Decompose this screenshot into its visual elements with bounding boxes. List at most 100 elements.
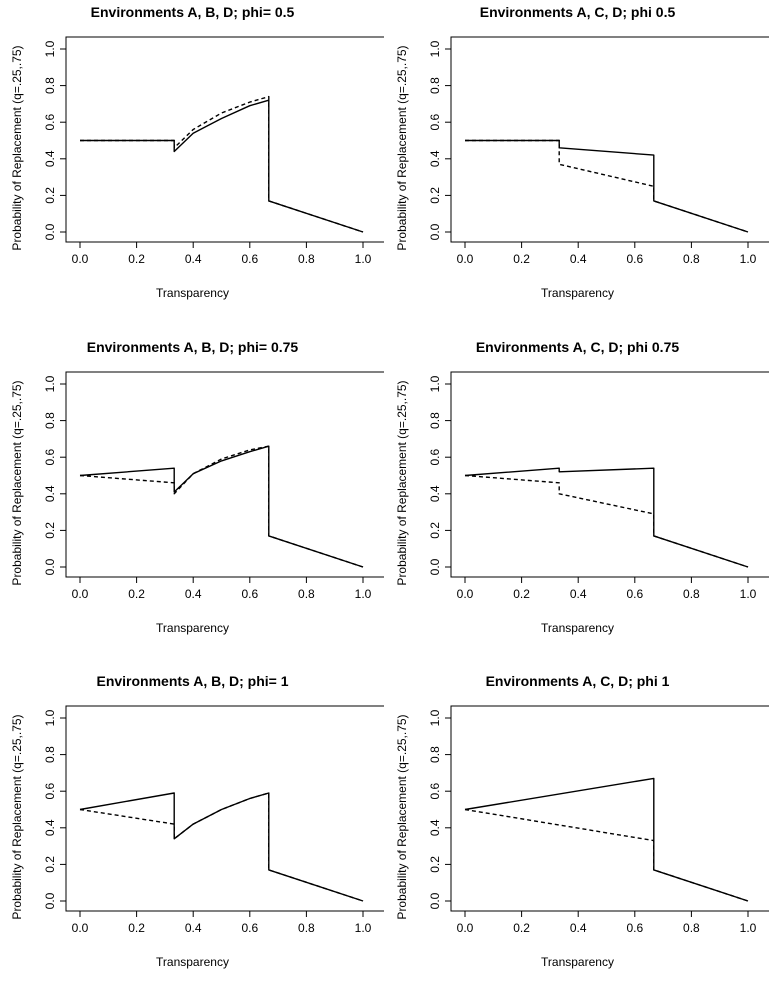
x-tick-label: 0.2: [513, 252, 530, 266]
plot-area: 0.0 0.2 0.4 0.6 0.8 1.0 0.0 0.2 0.4 0.6 0.8 1.0: [43, 36, 384, 266]
y-tick-label: 1.0: [428, 375, 442, 392]
chart-panel: Environments A, C, D; phi 0.5 Probabilit…: [385, 0, 770, 332]
x-tick-label: 0.6: [626, 587, 643, 601]
plot-frame: [65, 371, 384, 578]
x-tick-label: 0.2: [513, 921, 530, 935]
plot-frame: [450, 705, 769, 912]
y-tick-label: 0.2: [428, 856, 442, 873]
plot-frame: [450, 36, 769, 243]
dashed-series-line: [465, 139, 749, 233]
y-tick-label: 0.0: [43, 892, 57, 909]
y-tick-label: 1.0: [428, 709, 442, 726]
x-tick-label: 0.8: [298, 921, 315, 935]
plot-area: 0.0 0.2 0.4 0.6 0.8 1.0 0.0 0.2 0.4 0.6 0.8 1.0: [428, 36, 769, 266]
solid-series-line: [465, 139, 749, 233]
x-tick-label: 1.0: [740, 921, 757, 935]
x-tick-label: 0.8: [683, 921, 700, 935]
chart-title: Environments A, B, D; phi= 0.75: [86, 339, 299, 355]
solid-series-line: [464, 467, 749, 568]
y-tick-label: 1.0: [43, 40, 57, 57]
x-tick-label: 0.4: [570, 587, 587, 601]
y-tick-label: 1.0: [43, 709, 57, 726]
solid-series-line: [464, 777, 749, 902]
chart-title: Environments A, B, D; phi= 0.5: [90, 4, 295, 20]
x-tick-label: 1.0: [355, 252, 372, 266]
plot-area: 0.0 0.2 0.4 0.6 0.8 1.0 0.0 0.2 0.4 0.6 0.8 1.0: [428, 371, 769, 601]
x-tick-label: 0.6: [241, 252, 258, 266]
x-tick-label: 1.0: [740, 252, 757, 266]
chart-title: Environments A, B, D; phi= 1: [96, 673, 289, 689]
y-tick-label: 0.0: [43, 558, 57, 575]
x-tick-label: 0.2: [128, 921, 145, 935]
y-tick-label: 0.0: [428, 223, 442, 240]
y-tick-label: 0.4: [43, 485, 57, 502]
x-tick-label: 0.8: [298, 587, 315, 601]
plot-area: 0.0 0.2 0.4 0.6 0.8 1.0 0.0 0.2 0.4 0.6 0.8 1.0: [43, 371, 384, 601]
dashed-series-line: [464, 474, 749, 568]
y-tick-label: 0.4: [43, 819, 57, 836]
solid-series-line: [79, 445, 364, 568]
x-tick-label: 0.0: [457, 921, 474, 935]
chart-title: Environments A, C, D; phi 1: [485, 673, 670, 689]
x-tick-label: 0.0: [72, 252, 89, 266]
x-tick-label: 0.0: [72, 587, 89, 601]
y-tick-label: 0.0: [428, 892, 442, 909]
y-tick-label: 0.8: [43, 412, 57, 429]
y-tick-label: 0.8: [428, 746, 442, 763]
y-tick-label: 0.6: [43, 783, 57, 800]
y-tick-label: 0.6: [43, 114, 57, 131]
y-tick-label: 0.8: [428, 412, 442, 429]
x-tick-label: 0.6: [241, 921, 258, 935]
solid-series-line: [79, 792, 364, 902]
x-tick-label: 0.0: [457, 252, 474, 266]
plot-frame: [65, 705, 384, 912]
plot-frame: [65, 36, 384, 243]
dashed-series-line: [464, 808, 749, 902]
plot-frame: [450, 371, 769, 578]
x-tick-label: 1.0: [355, 921, 372, 935]
x-tick-label: 0.8: [683, 252, 700, 266]
x-tick-label: 0.6: [626, 252, 643, 266]
x-tick-label: 0.8: [298, 252, 315, 266]
y-tick-label: 0.2: [43, 187, 57, 204]
y-tick-label: 0.2: [43, 522, 57, 539]
x-tick-label: 0.2: [128, 252, 145, 266]
x-tick-label: 0.6: [626, 921, 643, 935]
y-tick-label: 0.6: [428, 783, 442, 800]
chart-panel: Environments A, B, D; phi= 0.5 Probabili…: [0, 0, 385, 332]
chart-panel: Environments A, C, D; phi 0.75 Probabili…: [385, 335, 770, 667]
x-axis-label: Transparency: [156, 621, 229, 635]
x-axis-label: Transparency: [156, 286, 229, 300]
chart-panel: Environments A, C, D; phi 1 Probability …: [385, 669, 770, 1001]
chart-panel: Environments A, B, D; phi= 0.75 Probabil…: [0, 335, 385, 667]
y-tick-label: 0.2: [428, 522, 442, 539]
x-axis-label: Transparency: [541, 621, 614, 635]
y-tick-label: 0.4: [428, 819, 442, 836]
dashed-series-line: [79, 445, 364, 568]
y-tick-label: 0.4: [428, 485, 442, 502]
x-tick-label: 0.2: [128, 587, 145, 601]
x-tick-label: 0.8: [683, 587, 700, 601]
y-tick-label: 0.6: [428, 114, 442, 131]
dashed-series-line: [80, 95, 364, 233]
x-tick-label: 0.6: [241, 587, 258, 601]
y-tick-label: 0.4: [428, 150, 442, 167]
y-tick-label: 0.2: [428, 187, 442, 204]
x-tick-label: 0.2: [513, 587, 530, 601]
dashed-series-line: [79, 792, 364, 902]
y-tick-label: 0.4: [43, 150, 57, 167]
x-tick-label: 1.0: [355, 587, 372, 601]
plot-area: 0.0 0.2 0.4 0.6 0.8 1.0 0.0 0.2 0.4 0.6 0.8 1.0: [43, 705, 384, 935]
x-tick-label: 1.0: [740, 587, 757, 601]
y-tick-label: 0.2: [43, 856, 57, 873]
y-tick-label: 1.0: [43, 375, 57, 392]
y-tick-label: 1.0: [428, 40, 442, 57]
plot-area: 0.0 0.2 0.4 0.6 0.8 1.0 0.0 0.2 0.4 0.6 0.8 1.0: [428, 705, 769, 935]
y-tick-label: 0.8: [43, 746, 57, 763]
x-tick-label: 0.4: [570, 252, 587, 266]
y-tick-label: 0.0: [428, 558, 442, 575]
solid-series-line: [80, 99, 364, 233]
chart-panel: Environments A, B, D; phi= 1 Probability…: [0, 669, 385, 1001]
x-tick-label: 0.4: [570, 921, 587, 935]
x-axis-label: Transparency: [541, 286, 614, 300]
